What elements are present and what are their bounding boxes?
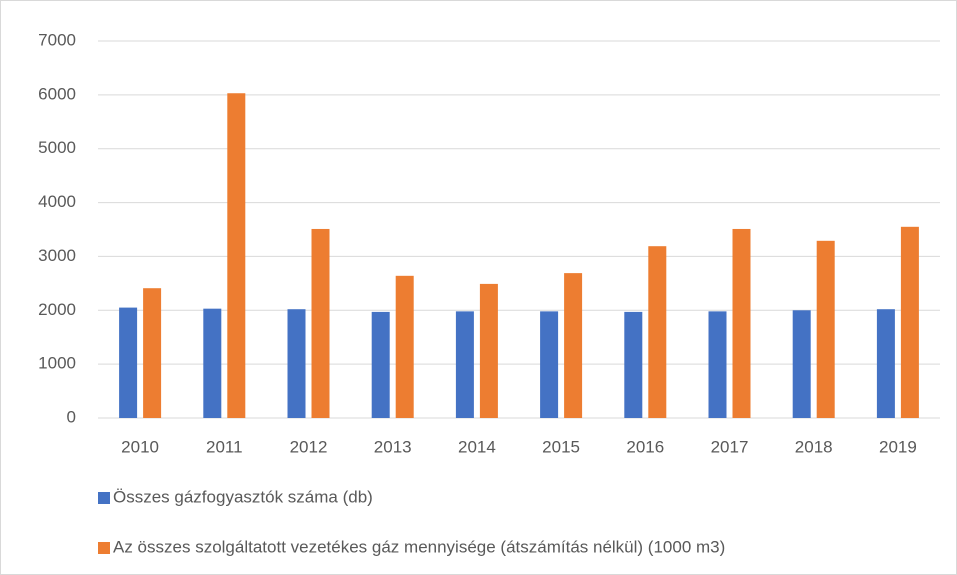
bar [624,311,643,418]
x-tick-label: 2014 [458,437,496,456]
x-tick-label: 2012 [290,437,328,456]
y-tick-label: 1000 [38,354,76,373]
x-tick-label: 2017 [711,437,749,456]
bar [900,226,919,418]
x-tick-label: 2013 [374,437,412,456]
legend-label: Összes gázfogyasztók száma (db) [113,487,373,506]
bar [708,311,727,418]
y-tick-label: 6000 [38,84,76,103]
bar [227,93,246,419]
bar [287,309,306,418]
legend-label: Az összes szolgáltatott vezetékes gáz me… [113,537,725,556]
bar [564,273,583,418]
bar [455,311,474,418]
y-tick-label: 4000 [38,192,76,211]
bar [371,311,390,418]
bar [119,307,138,418]
bar [311,228,330,418]
x-tick-label: 2019 [879,437,917,456]
y-tick-label: 7000 [38,30,76,49]
y-tick-label: 5000 [38,138,76,157]
x-tick-label: 2015 [542,437,580,456]
bar [479,283,498,418]
bar [732,228,751,418]
y-tick-label: 3000 [38,246,76,265]
bar [540,311,559,418]
x-tick-label: 2018 [795,437,833,456]
bar [876,309,895,418]
y-tick-label: 0 [67,407,76,426]
bar [395,275,414,418]
bar [816,240,835,418]
bar [143,288,162,418]
legend-swatch [98,542,110,554]
x-tick-label: 2011 [206,437,243,456]
bar [648,246,667,418]
x-tick-label: 2010 [121,437,159,456]
y-tick-label: 2000 [38,300,76,319]
bar [203,308,222,418]
bar [792,310,811,418]
x-tick-label: 2016 [626,437,664,456]
legend-swatch [98,492,110,504]
